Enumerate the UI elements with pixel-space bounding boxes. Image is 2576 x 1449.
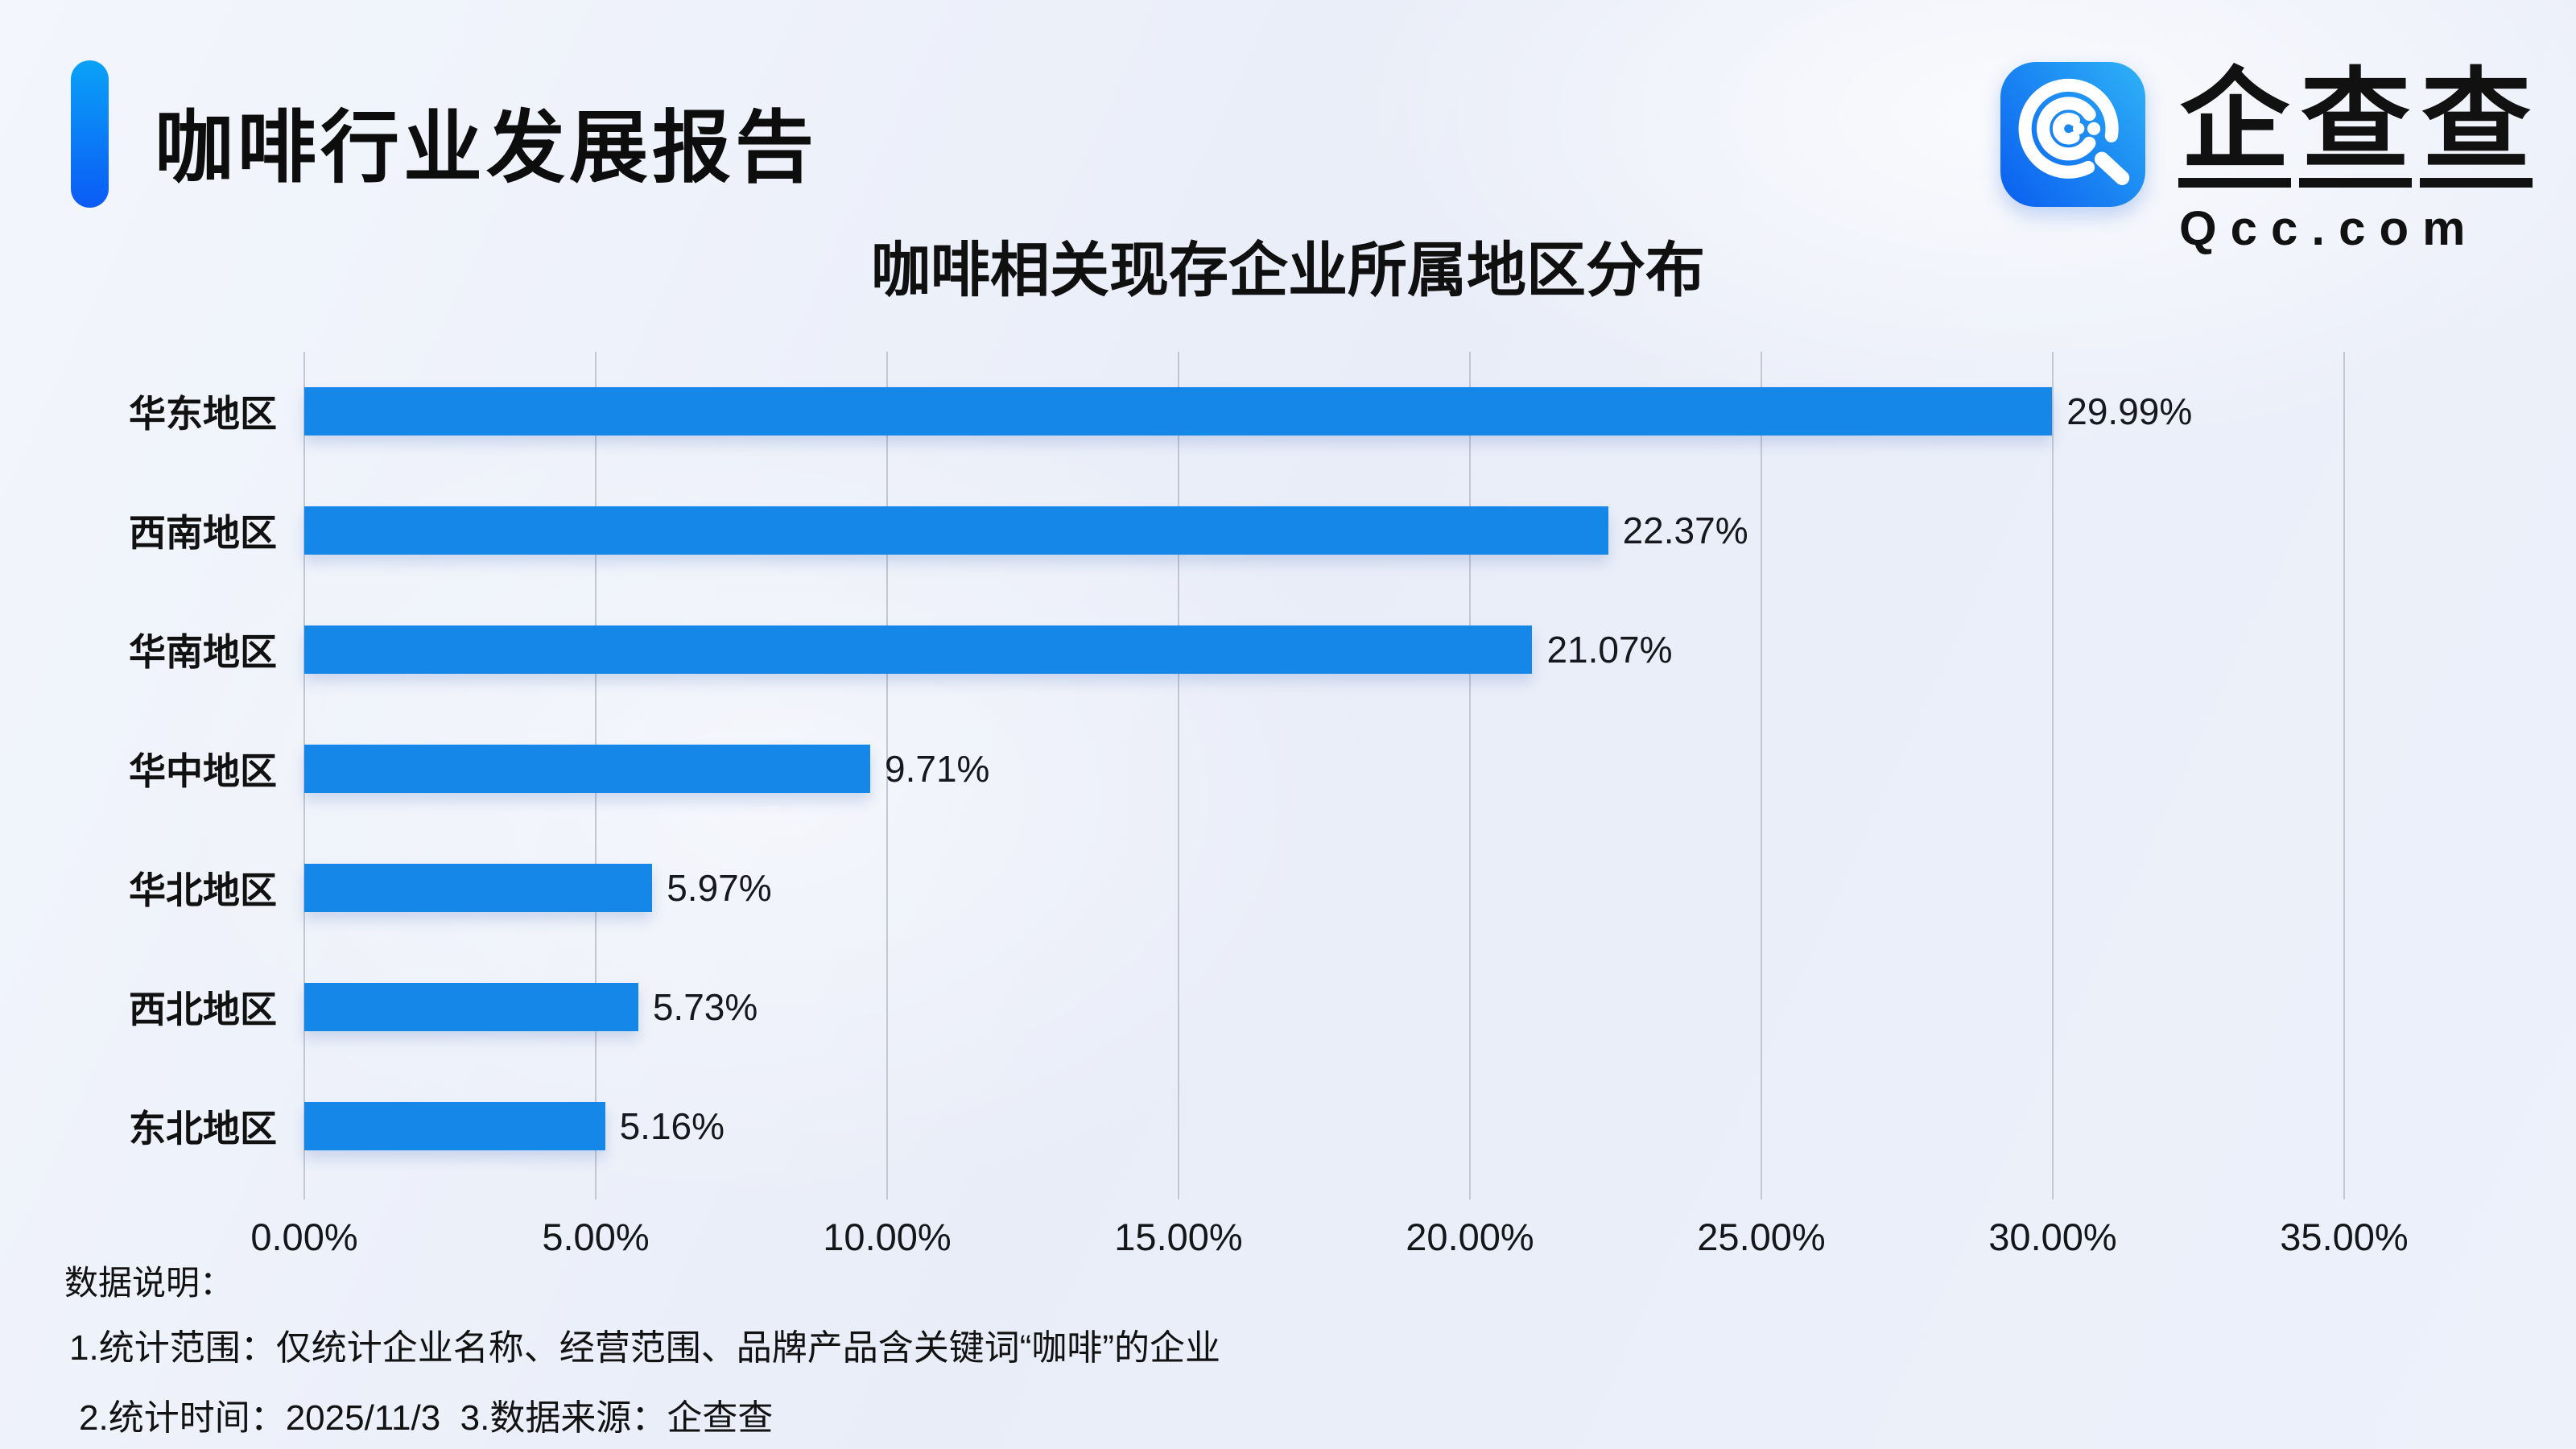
category-label: 华北地区 bbox=[129, 869, 277, 911]
qcc-brand-name: 企查查 bbox=[2174, 65, 2537, 188]
qcc-domain: Qcc.com bbox=[2179, 201, 2479, 255]
qcc-logo-text: 企查查 Qcc.com bbox=[2174, 62, 2537, 256]
chart-row: 华中地区 9.71% bbox=[129, 709, 2344, 828]
gridline bbox=[2343, 352, 2345, 1199]
category-label: 西南地区 bbox=[129, 512, 277, 554]
x-axis-tick-label: 25.00% bbox=[1697, 1216, 1826, 1258]
chart-row: 东北地区 5.16% bbox=[129, 1067, 2344, 1186]
bar-西南地区 bbox=[304, 506, 1608, 555]
category-label: 西北地区 bbox=[129, 989, 277, 1030]
chart-row: 西南地区 22.37% bbox=[129, 471, 2344, 590]
chart-title: 咖啡相关现存企业所属地区分布 bbox=[871, 237, 1705, 303]
title-accent-bar bbox=[71, 60, 109, 208]
value-label: 5.16% bbox=[619, 1105, 725, 1147]
x-axis-tick-label: 0.00% bbox=[250, 1216, 358, 1258]
bar-华东地区 bbox=[304, 387, 2053, 436]
bar-西北地区 bbox=[304, 983, 638, 1031]
x-axis-tick-label: 10.00% bbox=[823, 1216, 952, 1258]
bar-华南地区 bbox=[304, 625, 1533, 674]
footer-heading: 数据说明： bbox=[64, 1264, 234, 1302]
x-axis-tick-label: 15.00% bbox=[1114, 1216, 1243, 1258]
value-label: 5.97% bbox=[667, 867, 772, 909]
bar-chart-plot: 华东地区 29.99% 西南地区 22.37% 华南地区 21.07% 华中地区 9.71% 华… bbox=[129, 352, 2345, 1199]
value-label: 29.99% bbox=[2066, 390, 2193, 432]
value-label: 9.71% bbox=[885, 748, 990, 790]
gridline bbox=[1761, 352, 1762, 1199]
qcc-logo-icon bbox=[2000, 62, 2145, 207]
page-title: 咖啡行业发展报告 bbox=[155, 103, 819, 192]
category-label: 华东地区 bbox=[129, 393, 277, 435]
x-axis-tick-label: 35.00% bbox=[2280, 1216, 2409, 1258]
gridline bbox=[1178, 352, 1179, 1199]
bar-华北地区 bbox=[304, 864, 653, 912]
qcc-logo: 企查查 Qcc.com bbox=[2000, 62, 2537, 256]
chart-row: 华南地区 21.07% bbox=[129, 590, 2344, 709]
value-label: 5.73% bbox=[652, 986, 758, 1028]
footer-note-scope: 1.统计范围：仅统计企业名称、经营范围、品牌产品含关键词“咖啡”的企业 bbox=[69, 1328, 1220, 1368]
chart-row: 西北地区 5.73% bbox=[129, 947, 2344, 1067]
gridline bbox=[2052, 352, 2054, 1199]
bar-华中地区 bbox=[304, 745, 870, 793]
qcc-brand-char: 企 bbox=[2178, 65, 2291, 188]
x-axis-tick-label: 20.00% bbox=[1406, 1216, 1534, 1258]
category-label: 东北地区 bbox=[129, 1108, 277, 1150]
magnifier-c-icon bbox=[2018, 78, 2130, 185]
gridline bbox=[1469, 352, 1471, 1199]
x-axis-tick-label: 5.00% bbox=[542, 1216, 650, 1258]
value-label: 22.37% bbox=[1622, 510, 1748, 551]
category-label: 华南地区 bbox=[129, 631, 277, 673]
x-axis-tick-label: 30.00% bbox=[1988, 1216, 2117, 1258]
footer-note-time-source: 2.统计时间：2025/11/3 3.数据来源：企查查 bbox=[79, 1398, 774, 1438]
qcc-brand-char: 查 bbox=[2299, 65, 2412, 188]
gridline bbox=[886, 352, 888, 1199]
qcc-brand-char: 查 bbox=[2420, 65, 2533, 188]
chart-row: 华北地区 5.97% bbox=[129, 828, 2344, 947]
value-label: 21.07% bbox=[1546, 629, 1673, 671]
bar-东北地区 bbox=[304, 1102, 605, 1150]
chart-row: 华东地区 29.99% bbox=[129, 352, 2344, 471]
category-label: 华中地区 bbox=[129, 750, 277, 792]
